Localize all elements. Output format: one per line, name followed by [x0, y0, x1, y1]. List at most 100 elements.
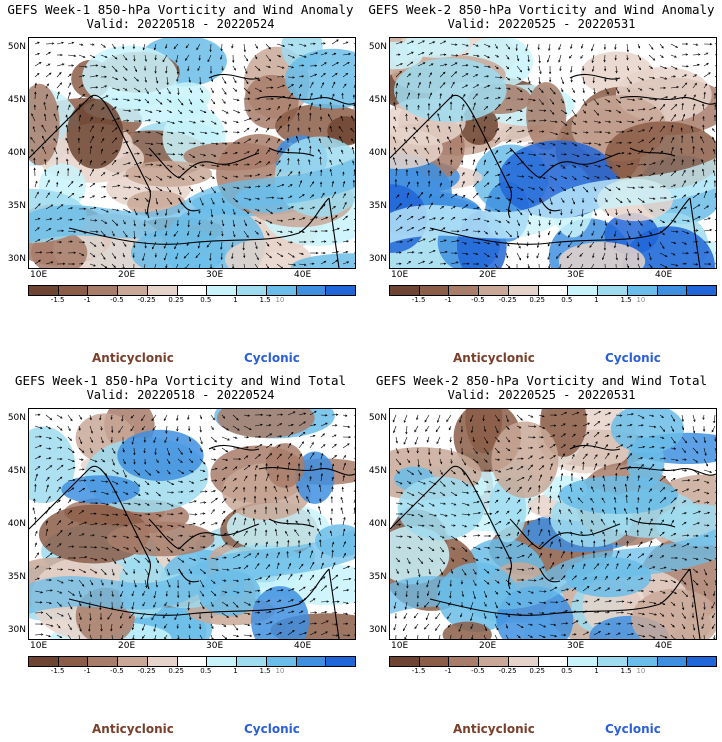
wind-vector: [199, 219, 201, 225]
wind-vector: [713, 590, 716, 596]
wind-vector: [472, 54, 480, 57]
wind-vector: [221, 447, 228, 453]
wind-vector: [439, 502, 446, 505]
wind-vector: [286, 509, 289, 515]
wind-vector: [703, 634, 705, 639]
wind-vector: [571, 610, 576, 614]
wind-vector: [624, 508, 628, 515]
wind-vector: [100, 65, 106, 68]
wind-vector: [417, 546, 423, 551]
longitude-label: 40E: [655, 641, 673, 651]
wind-vector: [681, 230, 689, 234]
wind-vector: [538, 76, 541, 84]
wind-vector: [615, 186, 621, 191]
wind-vector: [143, 43, 146, 50]
wind-vector: [437, 113, 441, 122]
wind-vector: [548, 43, 551, 51]
wind-vector: [659, 543, 664, 548]
wind-vector: [494, 479, 500, 482]
wind-vector: [56, 590, 62, 594]
wind-vector: [494, 634, 498, 639]
wind-vector: [472, 579, 477, 586]
wind-vector: [144, 469, 151, 476]
wind-vector: [461, 458, 466, 466]
wind-vector: [122, 152, 129, 155]
colorbar-swatch: [627, 657, 658, 666]
wind-vector: [319, 104, 322, 111]
wind-vector: [558, 43, 562, 50]
wind-vector: [141, 425, 146, 430]
colorbar-label: 0.5: [200, 296, 212, 304]
wind-vector: [538, 541, 544, 548]
wind-vector: [670, 86, 679, 89]
wind-vector: [221, 458, 228, 461]
wind-vector: [637, 54, 641, 61]
latitude-label: 50N: [368, 42, 387, 52]
wind-vector: [405, 601, 408, 610]
wind-vector: [394, 147, 397, 155]
wind-vector: [714, 535, 716, 537]
wind-vector: [164, 436, 168, 443]
wind-vector: [582, 186, 589, 193]
wind-vector: [298, 598, 307, 603]
wind-vector: [265, 241, 270, 247]
wind-vector: [516, 436, 522, 439]
wind-vector: [681, 590, 688, 597]
wind-vector: [570, 65, 573, 73]
wind-vector: [483, 252, 490, 258]
wind-vector: [406, 92, 410, 100]
wind-vector: [276, 43, 285, 47]
colorbar-label: 1.5: [620, 296, 632, 304]
wind-vector: [78, 94, 85, 100]
wind-vector: [681, 103, 684, 111]
wind-vector: [648, 107, 656, 111]
wind-vector: [582, 610, 587, 614]
wind-vector: [298, 551, 301, 559]
wind-vector: [78, 230, 87, 234]
wind-vector: [100, 579, 104, 586]
wind-vector: [703, 590, 706, 596]
wind-vector: [582, 76, 585, 84]
wind-vector: [460, 612, 463, 618]
cyclonic-label: Cyclonic: [244, 722, 300, 736]
wind-vector: [342, 455, 346, 460]
wind-vector: [67, 590, 75, 596]
wind-vector: [298, 421, 306, 427]
wind-vector: [45, 238, 54, 243]
wind-vector: [402, 148, 408, 155]
cyclonic-band: [390, 158, 716, 243]
wind-vector: [265, 263, 269, 268]
wind-vector: [162, 54, 168, 62]
wind-vector: [231, 241, 234, 248]
wind-vector: [581, 519, 584, 526]
wind-vector: [527, 498, 531, 504]
colorbar-swatch: [390, 657, 420, 666]
wind-vector: [243, 65, 248, 74]
wind-vector: [471, 634, 474, 639]
wind-vector: [601, 230, 606, 239]
wind-vector: [681, 612, 686, 619]
vorticity-shade: [183, 142, 281, 171]
wind-vector: [353, 84, 355, 89]
wind-vector: [439, 491, 445, 496]
colorbar-swatch: [568, 286, 599, 295]
wind-vector: [122, 513, 127, 516]
wind-vector: [625, 530, 628, 537]
wind-vector: [176, 436, 179, 441]
wind-vector: [287, 263, 296, 266]
wind-vector: [331, 550, 334, 559]
wind-vector: [626, 444, 633, 449]
wind-vector: [536, 252, 540, 259]
wind-vector: [155, 186, 163, 192]
wind-vector: [100, 241, 105, 247]
wind-vector: [577, 241, 584, 248]
wind-vector: [210, 612, 213, 619]
wind-vector: [659, 65, 667, 69]
wind-vector: [78, 115, 81, 122]
wind-vector: [342, 62, 350, 67]
wind-vector: [516, 152, 524, 155]
wind-vector: [177, 524, 185, 528]
colorbar-swatch: [598, 657, 628, 666]
wind-vector: [276, 252, 283, 257]
wind-vector: [122, 535, 129, 539]
